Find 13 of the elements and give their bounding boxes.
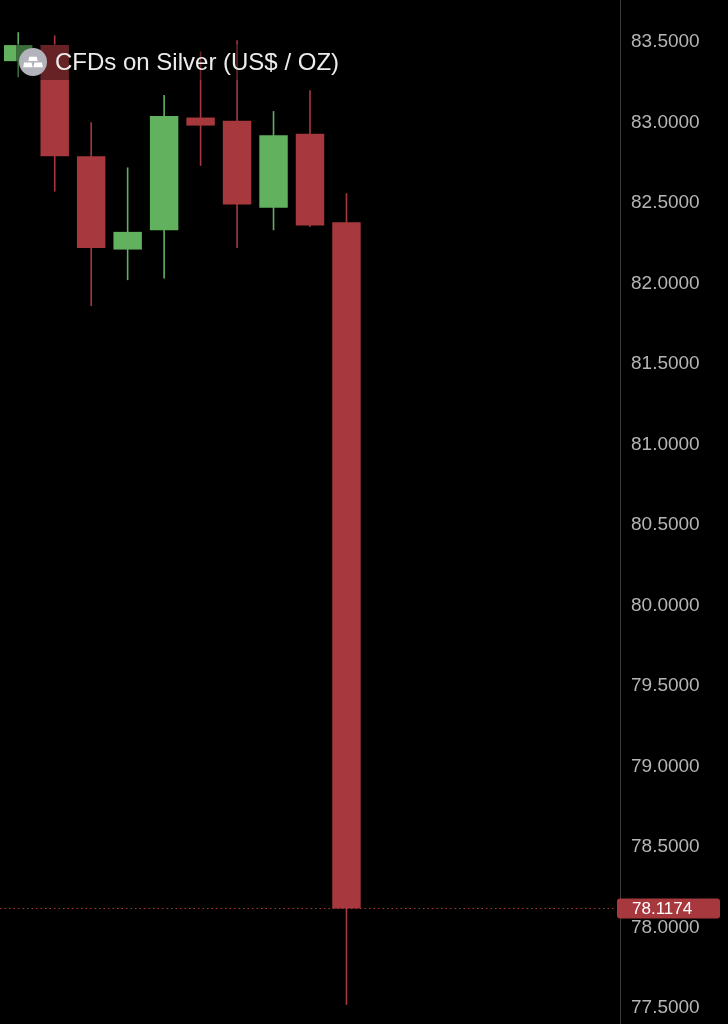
y-tick-label: 77.5000 [631, 996, 700, 1018]
y-tick-label: 82.0000 [631, 271, 700, 293]
y-tick-label: 79.0000 [631, 754, 700, 776]
y-tick-label: 79.5000 [631, 674, 700, 696]
y-tick-label: 81.0000 [631, 432, 700, 454]
y-tick-label: 80.0000 [631, 593, 700, 615]
y-tick-label: 82.5000 [631, 191, 700, 213]
y-tick-label: 81.5000 [631, 352, 700, 374]
y-tick-label: 80.5000 [631, 513, 700, 535]
y-tick-label: 78.5000 [631, 835, 700, 857]
y-tick-label: 83.5000 [631, 30, 700, 52]
y-tick-label: 83.0000 [631, 110, 700, 132]
text: CFDs on Silver (US$ / OZ) [55, 48, 340, 76]
